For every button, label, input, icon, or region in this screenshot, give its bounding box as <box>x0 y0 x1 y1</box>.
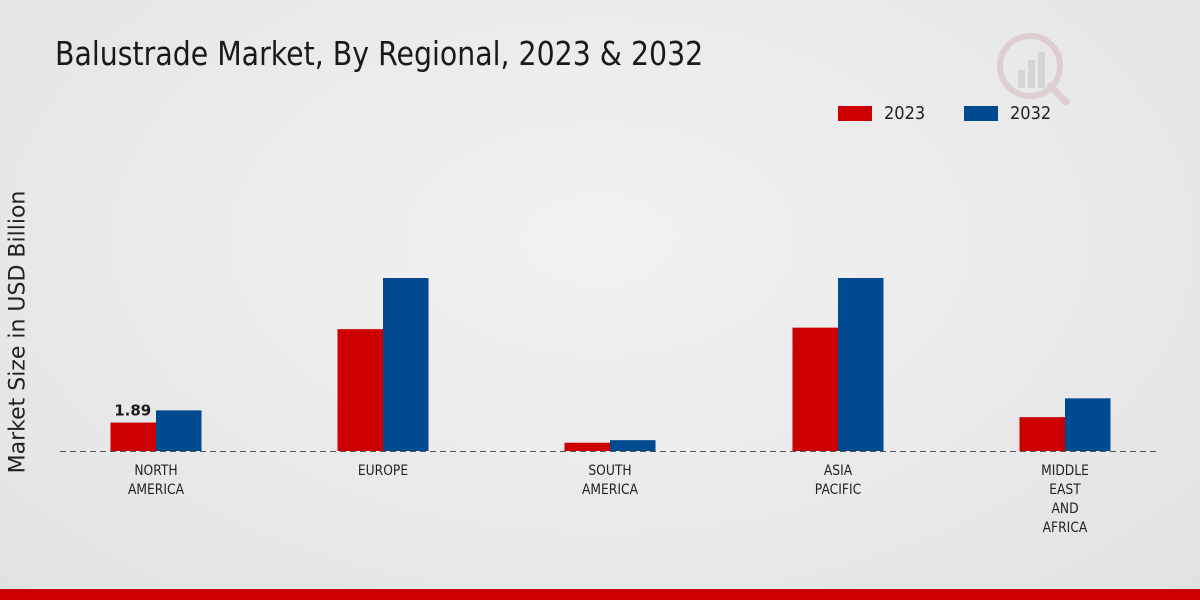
bar-2032-asia-pacific <box>838 278 884 451</box>
bar-2023-south-america <box>564 442 610 451</box>
bar-2032-south-america <box>610 440 656 451</box>
x-tick-label-europe-line-0: EUROPE <box>358 463 408 479</box>
bar-2032-north-america <box>156 410 202 451</box>
watermark-logo-icon <box>997 33 1070 106</box>
legend-label-2032: 2032 <box>1009 103 1052 124</box>
legend-label-2023: 2023 <box>884 103 926 124</box>
legend-item-2023: 2023 <box>838 103 930 124</box>
chart-title: Balustrade Market, By Regional, 2023 & 2… <box>55 34 704 73</box>
x-tick-label-south-america-line-0: SOUTH <box>588 463 631 479</box>
x-tick-label-middle-east-and-africa-line-1: EAST <box>1049 482 1081 498</box>
x-tick-label-middle-east-and-africa-line-2: AND <box>1051 501 1078 517</box>
x-tick-label-asia-pacific-line-1: PACIFIC <box>815 482 861 498</box>
legend-item-2032: 2032 <box>963 103 1056 124</box>
x-tick-label-middle-east-and-africa-line-3: AFRICA <box>1043 520 1088 536</box>
x-tick-label-north-america-line-1: AMERICA <box>128 482 184 498</box>
legend-swatch-2023 <box>838 106 872 121</box>
data-label-2023-0: 1.89 <box>114 402 151 420</box>
x-tick-label-middle-east-and-africa-line-0: MIDDLE <box>1041 463 1089 479</box>
x-tick-label-south-america-line-1: AMERICA <box>582 482 638 498</box>
legend: 2023 2032 <box>838 103 1090 124</box>
bar-2023-europe <box>337 329 383 451</box>
bar-2023-north-america <box>110 422 156 451</box>
bar-2032-middle-east-and-africa <box>1065 398 1111 451</box>
bar-2023-asia-pacific <box>792 327 838 451</box>
bar-2032-europe <box>383 278 429 451</box>
x-tick-label-north-america-line-0: NORTH <box>134 463 177 479</box>
legend-swatch-2032 <box>963 106 998 121</box>
x-tick-label-asia-pacific-line-0: ASIA <box>824 463 852 479</box>
bar-2023-middle-east-and-africa <box>1019 417 1065 451</box>
footer-bar <box>0 589 1200 600</box>
